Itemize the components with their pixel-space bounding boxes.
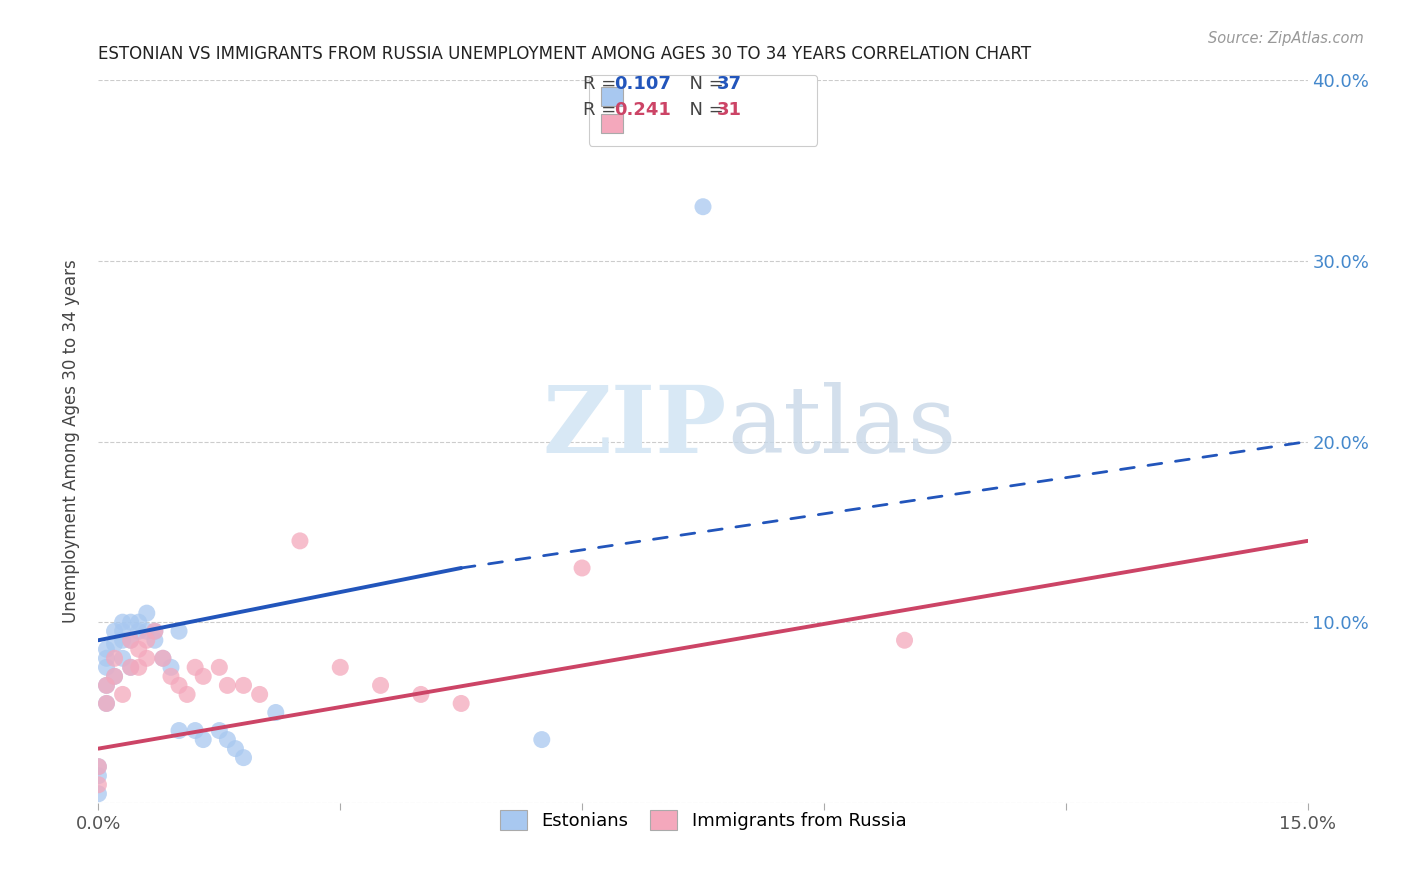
Point: [135, 606, 157, 620]
Text: N =: N =: [678, 101, 730, 119]
Text: 37: 37: [717, 75, 742, 93]
Point: [167, 624, 190, 639]
Point: [103, 651, 125, 665]
Point: [111, 651, 134, 665]
Text: N =: N =: [678, 75, 730, 93]
Point: [184, 723, 207, 738]
Point: [120, 633, 142, 648]
Point: [143, 624, 166, 639]
Point: [167, 723, 190, 738]
Text: 0.107: 0.107: [614, 75, 671, 93]
Point: [128, 615, 150, 630]
Point: [128, 624, 150, 639]
Point: [96, 642, 118, 657]
Point: [120, 660, 142, 674]
Point: [111, 633, 134, 648]
Point: [96, 697, 118, 711]
Text: ESTONIAN VS IMMIGRANTS FROM RUSSIA UNEMPLOYMENT AMONG AGES 30 TO 34 YEARS CORREL: ESTONIAN VS IMMIGRANTS FROM RUSSIA UNEMP…: [98, 45, 1032, 63]
Point: [87, 760, 110, 774]
Point: [409, 687, 432, 701]
Text: Source: ZipAtlas.com: Source: ZipAtlas.com: [1208, 31, 1364, 46]
Text: atlas: atlas: [727, 382, 956, 472]
Point: [232, 678, 254, 692]
Point: [103, 624, 125, 639]
Point: [128, 660, 150, 674]
Point: [152, 651, 174, 665]
Point: [160, 660, 183, 674]
Text: 0.241: 0.241: [614, 101, 671, 119]
Point: [217, 732, 239, 747]
Point: [96, 660, 118, 674]
Point: [87, 769, 110, 783]
Point: [217, 678, 239, 692]
Point: [128, 642, 150, 657]
Point: [193, 732, 215, 747]
Point: [120, 660, 142, 674]
Point: [96, 651, 118, 665]
Point: [120, 633, 142, 648]
Point: [120, 615, 142, 630]
Point: [530, 732, 553, 747]
Point: [87, 760, 110, 774]
Point: [167, 678, 190, 692]
Point: [176, 687, 198, 701]
Point: [370, 678, 392, 692]
Point: [288, 533, 311, 548]
Point: [208, 723, 231, 738]
Text: ZIP: ZIP: [543, 382, 727, 472]
Point: [571, 561, 593, 575]
Point: [193, 669, 215, 683]
Point: [450, 697, 472, 711]
Text: R =: R =: [583, 101, 623, 119]
Point: [103, 637, 125, 651]
Point: [135, 633, 157, 648]
Legend: Estonians, Immigrants from Russia: Estonians, Immigrants from Russia: [485, 796, 921, 845]
Text: R =: R =: [583, 75, 623, 93]
Point: [135, 624, 157, 639]
Point: [249, 687, 271, 701]
Point: [87, 778, 110, 792]
Point: [135, 651, 157, 665]
Point: [264, 706, 287, 720]
Point: [103, 669, 125, 683]
Point: [692, 200, 714, 214]
Point: [232, 750, 254, 764]
Y-axis label: Unemployment Among Ages 30 to 34 years: Unemployment Among Ages 30 to 34 years: [62, 260, 80, 624]
Point: [329, 660, 352, 674]
Point: [103, 669, 125, 683]
Point: [160, 669, 183, 683]
Point: [87, 787, 110, 801]
Text: 31: 31: [717, 101, 742, 119]
Point: [96, 697, 118, 711]
Point: [143, 624, 166, 639]
Point: [111, 624, 134, 639]
Point: [184, 660, 207, 674]
Point: [224, 741, 246, 756]
Point: [96, 678, 118, 692]
Point: [208, 660, 231, 674]
Point: [143, 633, 166, 648]
Point: [893, 633, 915, 648]
Point: [111, 687, 134, 701]
Point: [152, 651, 174, 665]
Point: [111, 615, 134, 630]
Point: [96, 678, 118, 692]
